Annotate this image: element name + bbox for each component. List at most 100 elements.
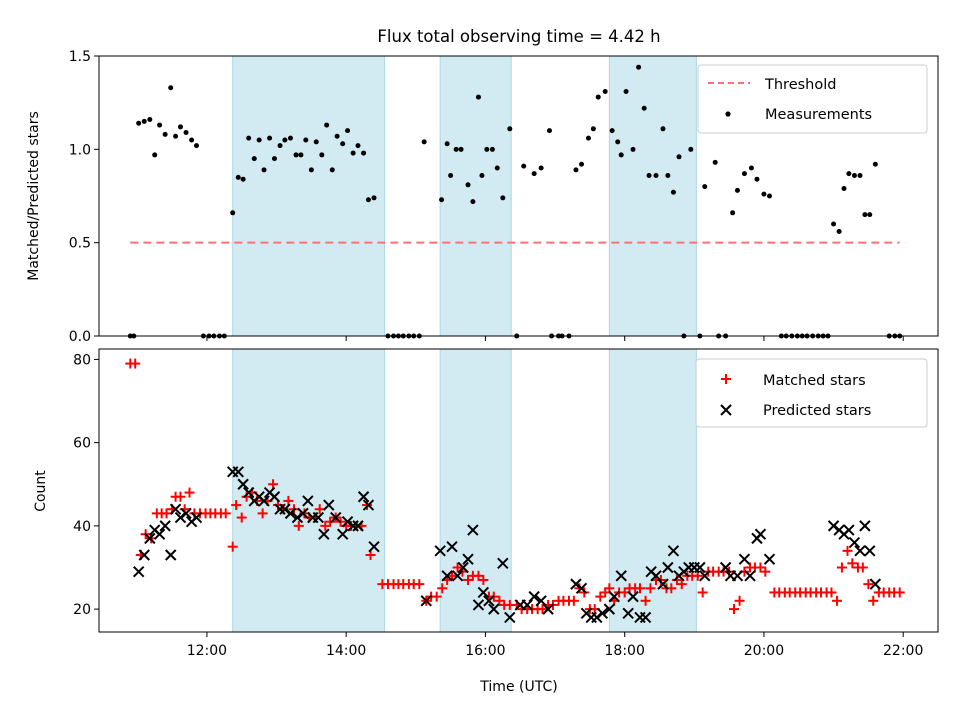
measurement-point (141, 118, 147, 124)
predicted-star-point (323, 499, 335, 511)
x-tick-label: 18:00 (605, 643, 645, 659)
predicted-marker-b (237, 478, 249, 490)
predicted-marker-b (738, 553, 751, 565)
measurement-point (872, 161, 878, 167)
predicted-marker-b (667, 545, 680, 557)
matched-star-point (130, 358, 141, 369)
measurement-point (261, 167, 267, 173)
measurement-point (350, 150, 356, 156)
shaded-interval (232, 348, 385, 633)
bottom-legend-box (695, 358, 928, 428)
predicted-star-point (864, 545, 876, 557)
measurement-point (277, 143, 283, 149)
matched-star-point (728, 604, 739, 615)
top-legend: Threshold Measurements (697, 64, 928, 134)
predicted-marker-b (542, 603, 554, 615)
measurement-point (867, 212, 873, 218)
measurement-point (177, 124, 183, 130)
x-tick-label: 16:00 (465, 643, 505, 659)
predicted-star-point (497, 557, 509, 570)
predicted-star-point (362, 499, 375, 511)
legend-threshold-label: Threshold (764, 77, 836, 93)
measurement-point (761, 191, 767, 197)
predicted-star-point (330, 511, 342, 524)
predicted-marker-b (165, 549, 177, 561)
legend-predicted-swatch (720, 404, 732, 416)
measurement-point (251, 156, 257, 162)
predicted-marker-b (323, 499, 335, 511)
measurement-point (862, 212, 868, 218)
predicted-marker-b (535, 595, 547, 607)
matched-star-point (842, 545, 853, 556)
predicted-marker-b (284, 507, 297, 520)
predicted-star-point (843, 524, 855, 536)
predicted-star-point (132, 565, 145, 578)
bottom-legend: Matched stars Predicted stars (695, 358, 928, 428)
measurement-point (531, 171, 537, 177)
predicted-marker-b (441, 570, 453, 582)
measurement-point (271, 156, 277, 162)
measurement-point (453, 146, 459, 152)
predicted-star-point (504, 611, 516, 624)
predicted-marker-b (650, 570, 662, 582)
predicted-star-point (268, 491, 281, 503)
matched-star-point (175, 491, 186, 502)
predicted-star-point (441, 570, 453, 582)
measurement-point (287, 135, 293, 141)
predicted-star-point (302, 495, 314, 507)
predicted-marker-b (854, 545, 866, 557)
bottom-y-tick-label: 60 (73, 436, 91, 452)
measurement-point (421, 139, 427, 145)
matched-star-point (184, 487, 195, 498)
predicted-marker-b (699, 570, 711, 582)
shaded-interval (608, 348, 697, 633)
measurement-point (240, 176, 246, 182)
measurement-point (484, 146, 490, 152)
predicted-marker-b (451, 570, 464, 582)
matched-star-point (640, 595, 651, 606)
predicted-star-point (627, 590, 639, 603)
measurement-point (147, 116, 153, 122)
matched-star-point (836, 562, 847, 573)
measurement-point (741, 171, 747, 177)
matched-star-point (283, 495, 294, 506)
predicted-marker-b (603, 603, 616, 615)
matched-star-point (692, 570, 703, 581)
predicted-marker-b (144, 532, 156, 545)
predicted-marker-b (488, 603, 500, 615)
predicted-marker-b (169, 503, 182, 515)
predicted-marker-b (242, 486, 255, 499)
matched-star-point (236, 512, 247, 523)
top-panel: 0.0 0.5 1.0 1.5 Matched/Predicted stars Thr… (26, 49, 939, 345)
legend-predicted-label: Predicted stars (763, 403, 871, 419)
measurement-point (676, 154, 682, 160)
measurement-point (189, 137, 195, 143)
measurement-point (168, 85, 174, 91)
predicted-marker-b (446, 540, 458, 553)
bottom-x-ticks: 12:00 14:00 16:00 18:00 20:00 22:00 (187, 632, 923, 659)
matched-star-point (161, 508, 172, 519)
matched-star-point (697, 587, 708, 598)
predicted-star-point (615, 570, 627, 582)
measurement-point (653, 172, 659, 178)
matched-star-point (568, 595, 579, 606)
measurement-point (340, 141, 346, 147)
measurement-point (267, 135, 273, 141)
predicted-marker-b (477, 586, 490, 599)
predicted-marker-b (362, 499, 375, 511)
measurement-point (538, 165, 544, 171)
legend-measurements-swatch (725, 111, 731, 117)
x-tick-label: 20:00 (744, 643, 784, 659)
matched-star-point (832, 595, 843, 606)
measurement-point (730, 210, 736, 216)
predicted-marker-b (504, 611, 516, 624)
legend-measurements-label: Measurements (765, 107, 872, 123)
predicted-star-point (451, 570, 464, 582)
matched-star-point (857, 562, 868, 573)
predicted-marker-b (731, 570, 744, 582)
predicted-star-point (368, 540, 380, 553)
predicted-star-point (763, 553, 776, 565)
matched-star-point (734, 595, 745, 606)
measurement-point (702, 184, 708, 190)
predicted-star-point (477, 586, 490, 599)
